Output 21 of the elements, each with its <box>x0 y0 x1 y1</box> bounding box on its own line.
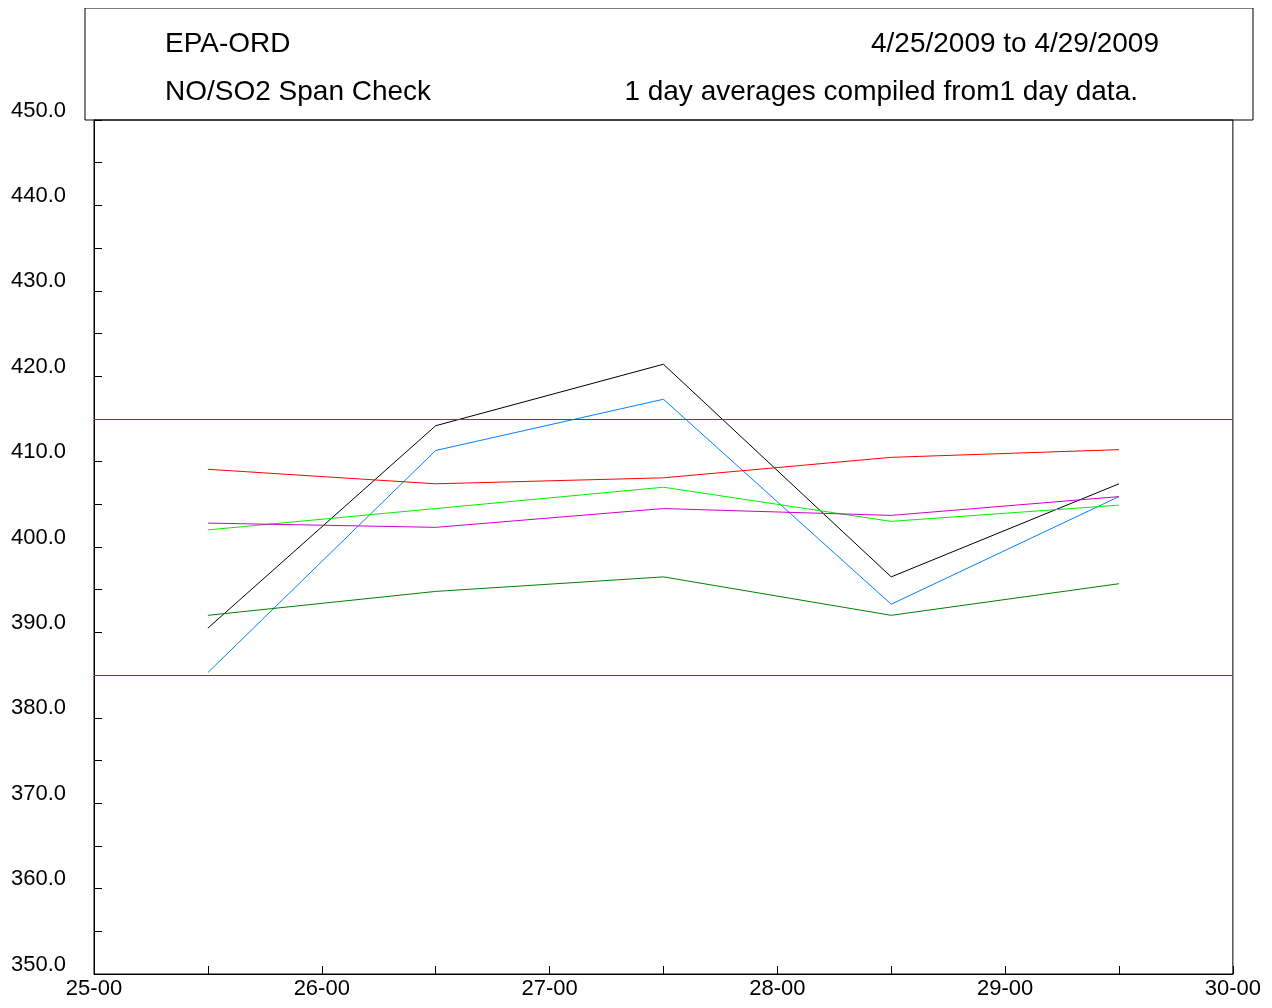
x-tick-label: 29-00 <box>976 974 1034 1000</box>
y-tick-label: 370.0 <box>11 779 67 805</box>
y-tick-label: 400.0 <box>11 523 67 549</box>
y-tick-label: 430.0 <box>11 267 67 293</box>
y-tick-label: 350.0 <box>11 950 67 976</box>
y-tick-label: 440.0 <box>11 181 67 207</box>
x-tick-label: 28-00 <box>749 974 806 1000</box>
y-tick-label: 390.0 <box>11 608 67 634</box>
chart-title: EPA-ORD <box>165 26 291 58</box>
y-tick-label: 380.0 <box>11 694 67 720</box>
text: 1 day averages compiled from1 day data. <box>624 74 1138 106</box>
x-tick-label: 27-00 <box>521 974 578 1000</box>
chart-subtitle: NO/SO2 Span Check <box>165 74 433 106</box>
y-tick-label: 450.0 <box>11 96 67 122</box>
x-tick-label: 26-00 <box>293 974 350 1000</box>
y-tick-label: 420.0 <box>11 352 67 378</box>
text: 4/25/2009 to 4/29/2009 <box>870 26 1160 58</box>
y-tick-label: 360.0 <box>11 865 67 891</box>
x-tick-label: 25-00 <box>65 974 123 1000</box>
x-tick-label: 30-00 <box>1204 974 1262 1000</box>
y-tick-label: 410.0 <box>11 438 67 464</box>
